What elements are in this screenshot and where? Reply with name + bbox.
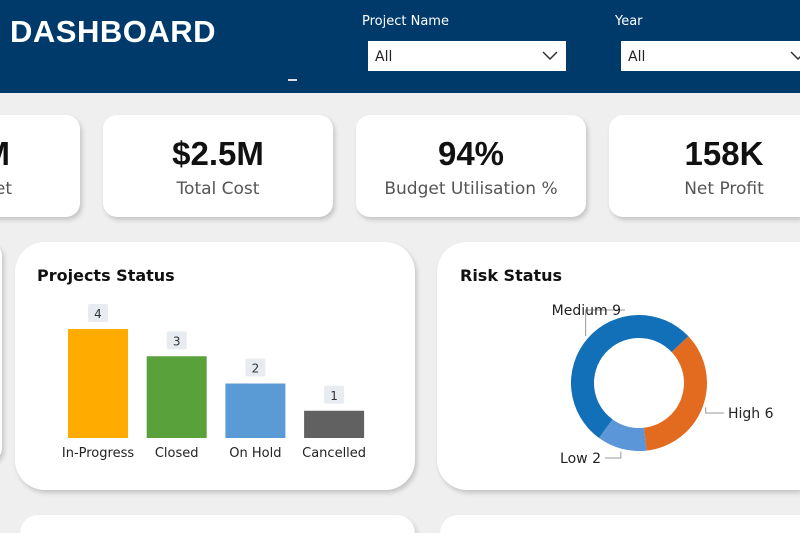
kpi-card: M et: [0, 115, 80, 217]
category-label: In-Progress: [62, 446, 134, 461]
bar: [146, 356, 207, 438]
slice-value: 6: [765, 406, 774, 422]
donut-slice: [599, 419, 647, 452]
value-label-bg: [88, 304, 108, 322]
filter-label: Year: [615, 14, 643, 29]
value-label: 4: [94, 307, 102, 321]
leader-line: [705, 407, 724, 414]
kpi-value: 158K: [684, 135, 764, 172]
donut-slice: [643, 336, 707, 451]
title: DASHBOARD: [10, 14, 216, 49]
slice-label: Low 2: [560, 451, 601, 467]
dropdown[interactable]: All: [368, 41, 566, 71]
chart-title: Projects Status: [37, 266, 175, 285]
slice-value: 2: [592, 451, 601, 467]
kpi-label: Net Profit: [684, 179, 764, 199]
slice-label: Medium 9: [552, 303, 621, 319]
leader-line: [585, 309, 625, 337]
card-edge: [0, 242, 2, 462]
chart-card: [20, 515, 415, 533]
chart-card: [440, 515, 800, 533]
slice-name: High: [728, 406, 760, 422]
chevron: [790, 51, 800, 60]
bar: [68, 329, 128, 438]
value-label: 2: [252, 362, 260, 376]
value-label: 1: [330, 389, 338, 403]
leader-line: [605, 451, 622, 459]
chart-card: [437, 242, 800, 490]
bar: [304, 410, 365, 438]
value-label: 3: [173, 334, 181, 348]
kpi-value: $2.5M: [172, 135, 264, 172]
bar: [225, 383, 286, 438]
value-label-bg: [245, 358, 266, 377]
category-label: Cancelled: [302, 446, 366, 461]
kpi-card: 158K Net Profit: [609, 115, 800, 217]
dropdown-value: All: [375, 49, 393, 65]
dropdown[interactable]: All: [621, 41, 800, 71]
filter-label: Project Name: [362, 14, 449, 29]
chevron: [542, 51, 558, 60]
kpi-card: 94% Budget Utilisation %: [356, 115, 586, 217]
kpi-label: Budget Utilisation %: [384, 179, 558, 199]
slice-name: Medium: [552, 303, 608, 319]
category-label: On Hold: [229, 446, 281, 461]
kpi-label: Total Cost: [176, 179, 260, 199]
category-label: Closed: [155, 446, 199, 461]
dropdown-value: All: [628, 49, 646, 65]
value-label-bg: [324, 385, 345, 404]
kpi-value: 94%: [437, 135, 505, 172]
donut-slice: [570, 314, 689, 439]
slice-label: High 6: [728, 406, 774, 422]
value-label-bg: [166, 331, 187, 350]
kpi-label: et: [0, 179, 12, 199]
slice-value: 9: [612, 303, 621, 319]
chart-title: Risk Status: [460, 266, 562, 285]
handle: [288, 79, 297, 81]
kpi-value: M: [0, 135, 10, 173]
kpi-card: $2.5M Total Cost: [103, 115, 333, 217]
slice-name: Low: [560, 451, 588, 467]
header: DASHBOARD Project Name All Year All: [0, 0, 800, 93]
